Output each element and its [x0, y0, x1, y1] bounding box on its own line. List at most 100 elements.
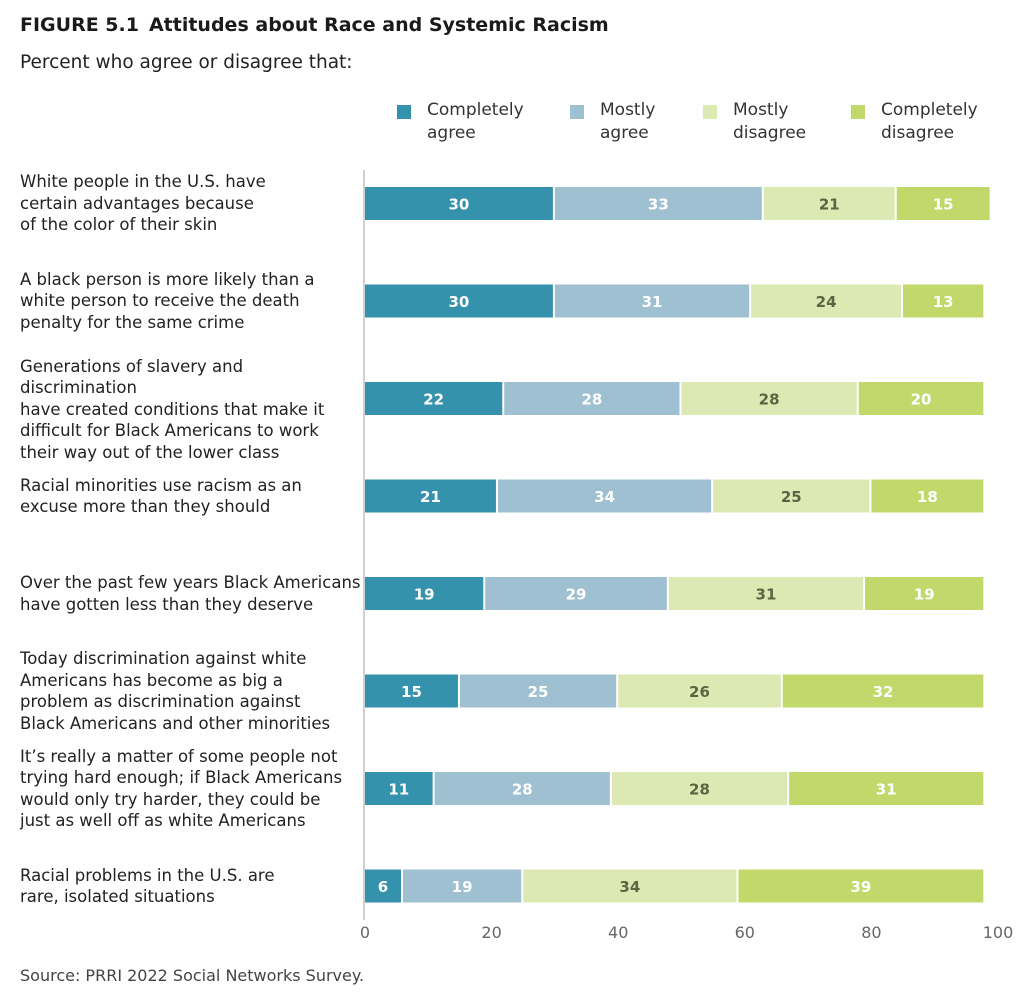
bar-value-label: 21	[819, 196, 840, 214]
category-label-line: certain advantages because	[20, 193, 254, 213]
bar-value-label: 19	[914, 586, 935, 604]
source-note: Source: PRRI 2022 Social Networks Survey…	[20, 966, 365, 985]
bar-segment	[611, 772, 788, 805]
bar-segment	[903, 284, 984, 318]
figure-number: FIGURE 5.1	[20, 14, 139, 36]
bar-segment	[365, 284, 553, 318]
bar-segment	[365, 382, 503, 415]
bar-segment	[365, 869, 401, 903]
category-label-line: Black Americans and other minorities	[20, 713, 331, 733]
category-label: Today discrimination against white Americ…	[20, 648, 365, 734]
category-label: A black person is more likely than a whit…	[20, 269, 365, 334]
bar-value-label: 28	[581, 391, 602, 409]
bar-segment	[365, 674, 458, 708]
bar-segment	[738, 869, 984, 903]
category-label-line: It’s really a matter of some people not	[20, 746, 338, 766]
bar-segment	[497, 479, 712, 513]
bar-segment	[713, 479, 870, 513]
x-tick-label: 100	[983, 923, 1014, 942]
legend-swatch-completely-agree	[397, 105, 411, 119]
bar-value-label: 32	[873, 683, 894, 701]
bar-segment	[858, 382, 984, 415]
bar-value-label: 31	[642, 293, 663, 311]
bar-segment	[554, 284, 750, 318]
category-label-line: white person to receive the death	[20, 291, 300, 311]
bar-segment	[365, 187, 553, 220]
bar-value-label: 25	[528, 683, 549, 701]
bar-segment	[365, 577, 484, 610]
bar-segment	[554, 187, 762, 220]
bar-segment	[668, 577, 864, 610]
bar-segment	[618, 674, 781, 708]
bar-value-label: 19	[414, 586, 435, 604]
x-tick-label: 80	[861, 923, 881, 942]
bar-value-label: 30	[449, 196, 470, 214]
bar-value-label: 34	[619, 878, 640, 896]
legend-swatch-mostly-disagree	[703, 105, 717, 119]
bar-value-label: 28	[689, 781, 710, 799]
figure-title: FIGURE 5.1 Attitudes about Race and Syste…	[20, 14, 609, 36]
bar-segment	[459, 674, 617, 708]
bar-value-label: 26	[689, 683, 710, 701]
figure-title-text: Attitudes about Race and Systemic Racism	[148, 14, 609, 36]
bar-value-label: 18	[917, 488, 938, 506]
bar-value-label: 15	[933, 196, 954, 214]
bar-value-label: 20	[911, 391, 932, 409]
category-label-line: rare, isolated situations	[20, 887, 215, 906]
category-label-line: Today discrimination against white	[20, 649, 307, 668]
category-label: Over the past few years Black Americans h…	[20, 572, 365, 615]
bar-segment	[789, 772, 984, 805]
bar-segment	[523, 869, 737, 903]
legend-label-mostly-agree: Mostly agree	[600, 100, 656, 143]
bar-value-label: 28	[512, 781, 533, 799]
bar-value-label: 11	[388, 781, 409, 799]
legend-swatch-completely-disagree	[851, 105, 865, 119]
bar-value-label: 34	[594, 488, 615, 506]
figure-subtitle: Percent who agree or disagree that:	[20, 52, 353, 73]
bar-value-label: 21	[420, 488, 441, 506]
bar-segment	[365, 772, 433, 805]
bar-value-label: 24	[816, 293, 837, 311]
bar-segment	[681, 382, 857, 415]
category-label-line: problem as discrimination against	[20, 692, 301, 711]
category-label: It’s really a matter of some people not t…	[20, 746, 365, 832]
category-label: White people in the U.S. have certain adv…	[20, 171, 365, 236]
chart-legend: Completely agree Mostly agree Mostly disagr…	[0, 99, 1033, 149]
bar-segment	[402, 869, 522, 903]
category-label-line: trying hard enough; if Black Americans	[20, 768, 343, 787]
bar-segment	[504, 382, 680, 415]
bar-segment	[434, 772, 610, 805]
bar-value-label: 30	[449, 293, 470, 311]
bar-segment	[365, 479, 496, 513]
category-label-line: their way out of the lower class	[20, 442, 280, 462]
bar-segment	[485, 577, 667, 610]
bar-value-label: 19	[452, 878, 473, 896]
bar-segment	[871, 479, 984, 513]
bar-segment	[751, 284, 902, 318]
category-label-line: Over the past few years Black Americans	[20, 573, 361, 592]
category-label-line: Racial problems in the U.S. are	[20, 865, 275, 885]
category-label-line: just as well off as white Americans	[20, 811, 306, 830]
bar-value-label: 31	[876, 781, 897, 799]
bar-segment	[896, 187, 990, 220]
x-tick-label: 40	[608, 923, 628, 942]
bar-value-label: 28	[759, 391, 780, 409]
bar-segment	[782, 674, 984, 708]
x-tick-label: 20	[481, 923, 501, 942]
bar-value-label: 29	[566, 586, 587, 604]
category-label: Racial minorities use racism as an excuse…	[20, 475, 365, 518]
bar-segment	[763, 187, 895, 220]
bar-value-label: 31	[756, 586, 777, 604]
category-label-line: A black person is more likely than a	[20, 269, 315, 289]
category-label-line: penalty for the same crime	[20, 312, 245, 332]
x-tick-label: 60	[735, 923, 755, 942]
category-label-line: have gotten less than they deserve	[20, 594, 314, 614]
bar-value-label: 22	[423, 391, 444, 409]
category-label-line: have created conditions that make it	[20, 399, 325, 419]
bar-segment	[865, 577, 984, 610]
category-label-line: Generations of slavery and discriminatio…	[20, 356, 244, 398]
x-tick-label: 0	[360, 923, 370, 942]
category-label-line: difficult for Black Americans to work	[20, 421, 319, 440]
legend-label-mostly-disagree: Mostly disagree	[733, 100, 807, 143]
